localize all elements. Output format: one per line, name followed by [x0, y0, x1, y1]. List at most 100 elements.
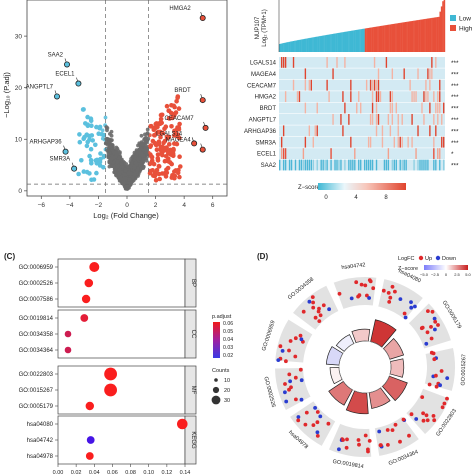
heatmap-cell — [433, 159, 435, 171]
x-tick-label: 0.14 — [180, 470, 191, 474]
group-label: High — [459, 26, 473, 33]
nup107-bar-column — [323, 35, 325, 52]
zscore-legend-title: Z−score — [398, 266, 418, 272]
heatmap-cell — [330, 148, 332, 159]
logfc-point — [426, 309, 430, 313]
nup107-bar-column — [326, 34, 328, 52]
significance-mark: * — [451, 151, 454, 158]
volcano-point — [130, 161, 135, 166]
volcano-point — [106, 140, 111, 145]
nup107-bar-column — [348, 31, 350, 52]
nup107-bar-column — [299, 39, 302, 52]
logfc-point — [287, 372, 292, 377]
y-tick-label: 0 — [18, 188, 22, 195]
logfc-point — [284, 359, 288, 364]
heatmap-cell — [383, 159, 386, 171]
padj-tick: 0.02 — [223, 353, 233, 359]
heatmap-row-label: SAA2 — [261, 163, 277, 169]
group-legend: Low High — [450, 15, 473, 33]
circos-legends: LogFC Up Down Z−score−5.0 −2.5 0 2.5 5.0 — [398, 255, 472, 277]
heatmap-row-label: SMR3A — [255, 140, 276, 146]
logfc-point — [301, 309, 306, 314]
facet-strip-label: CC — [190, 330, 196, 339]
logfc-point — [432, 418, 437, 423]
logfc-point — [419, 326, 424, 331]
heatmap-cell — [310, 79, 312, 91]
heatmap-cell — [397, 136, 399, 148]
volcano-point-up — [167, 160, 173, 165]
heatmap-row-bg — [279, 114, 445, 125]
volcano-point-up — [155, 124, 160, 130]
heatmap-cell — [381, 136, 384, 148]
volcano-point — [105, 128, 109, 133]
heatmap-row-label: LGALS14 — [250, 61, 277, 67]
term-dot — [89, 262, 100, 272]
heatmap-cell — [284, 57, 287, 68]
volcano-point — [100, 128, 105, 133]
heatmap-cell — [403, 68, 405, 80]
nup107-bar-column — [359, 29, 361, 52]
logfc-point — [386, 291, 391, 295]
volcano-point-down — [88, 118, 94, 124]
nup107-bar-column — [395, 23, 397, 52]
logfc-point — [327, 307, 331, 312]
heatmap-cell — [350, 79, 352, 91]
panel-d-circos: hsa04080GO:0005179GO:0015267GO:0022803GO… — [261, 262, 467, 470]
nup107-bar-column — [285, 42, 288, 52]
nup107-bar-column — [341, 32, 343, 52]
nup107-bar-column — [413, 20, 415, 52]
labeled-point — [199, 97, 206, 104]
nup107-bar-column — [327, 34, 329, 52]
gene-label: CEACAM7 — [165, 116, 195, 122]
nup107-bar-column — [316, 36, 318, 52]
heatmap-cell — [433, 91, 435, 102]
heatmap-cell — [391, 114, 394, 125]
heatmap-cell — [397, 125, 399, 137]
heatmap-cell — [411, 136, 413, 148]
heatmap-cell — [358, 159, 360, 171]
logfc-point — [424, 341, 429, 346]
heatmap-cell — [417, 125, 419, 137]
volcano-point-down — [94, 170, 99, 176]
logfc-point — [313, 315, 318, 320]
y-tick-label: 20 — [15, 85, 23, 92]
logfc-point — [379, 443, 383, 447]
logfc-point — [365, 293, 369, 298]
zscore-bar — [351, 328, 371, 344]
volcano-point-down — [93, 142, 98, 148]
heatmap-cell — [352, 159, 354, 171]
heatmap-grid: LGALS14 *** MAGEA4 *** CEACAM7 *** HMGA2 *** BRD… — [244, 57, 459, 171]
heatmap-row-label: ECEL1 — [257, 152, 277, 158]
nup107-bar-column — [298, 39, 300, 52]
significance-mark: *** — [451, 94, 459, 101]
heatmap-cell — [302, 159, 305, 171]
heatmap-cell — [411, 91, 413, 102]
term-track — [406, 388, 450, 435]
nup107-bar-column — [291, 41, 294, 52]
heatmap-cell — [310, 159, 312, 171]
volcano-point-up — [177, 174, 182, 180]
significance-mark: *** — [451, 128, 459, 135]
x-tick-label: −2 — [95, 202, 103, 209]
heatmap-cell — [429, 102, 431, 114]
volcano-point-down — [101, 153, 107, 159]
logfc-point — [429, 336, 434, 341]
volcano-point-up — [178, 164, 183, 169]
nup107-bar-column — [425, 18, 428, 52]
logfc-point — [368, 279, 373, 284]
volcano-point-down — [79, 158, 84, 163]
heatmap-cell — [369, 114, 372, 125]
volcano-points — [76, 94, 183, 191]
volcano-point-down — [91, 177, 97, 182]
heatmap-cell — [405, 159, 407, 171]
volcano-point — [108, 159, 113, 164]
logfc-point — [388, 295, 393, 300]
nup107-bar-column — [294, 40, 296, 52]
volcano-point-up — [152, 133, 157, 138]
logfc-point — [398, 439, 402, 444]
nup107-bar-column — [422, 19, 425, 52]
volcano-point-down — [97, 125, 102, 131]
volcano-point-up — [175, 125, 181, 130]
nup107-bar-column — [355, 30, 357, 52]
